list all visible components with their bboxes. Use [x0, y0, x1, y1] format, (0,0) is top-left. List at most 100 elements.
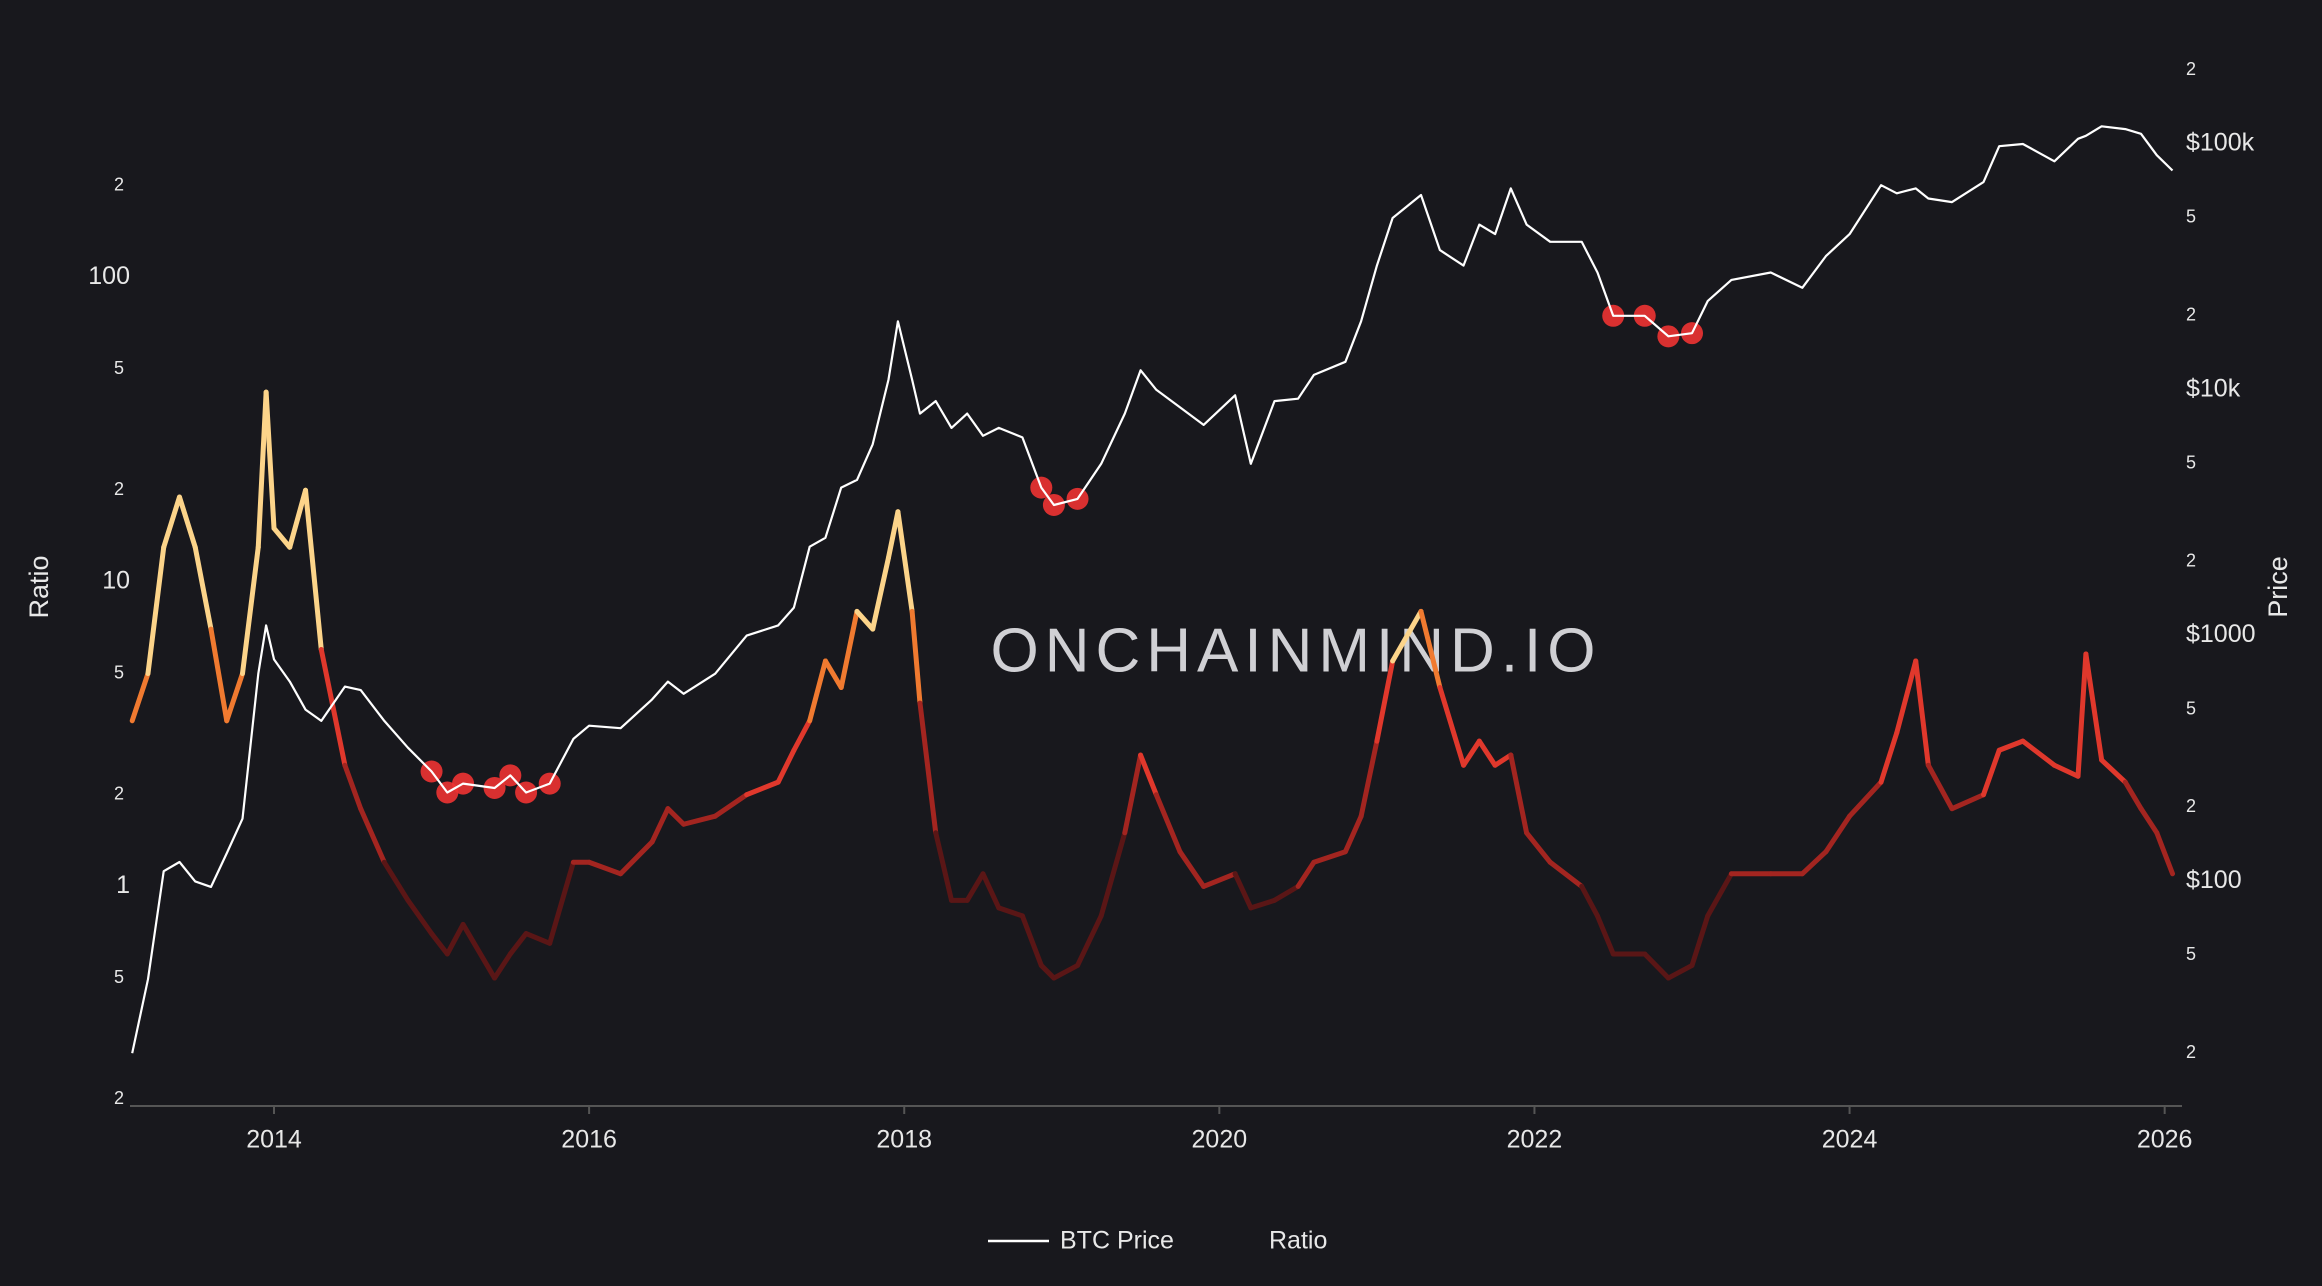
ratio-segment [239, 544, 261, 677]
ratio-segment [712, 792, 750, 819]
ratio-segment [381, 859, 411, 903]
y2-tick-label: 5 [2186, 453, 2196, 473]
y-tick-label: 5 [114, 662, 124, 682]
ratio-segment [208, 626, 230, 724]
ratio-segment [895, 509, 915, 614]
x-tick-label: 2016 [561, 1126, 617, 1154]
ratio-segment [791, 718, 813, 753]
y2-axis-title: Price [2263, 556, 2293, 618]
ratio-segment [547, 859, 576, 946]
ratio-segment [775, 747, 797, 785]
ratio-segment [1122, 752, 1144, 836]
y2-tick-label: 2 [2186, 550, 2196, 570]
ratio-segment [1138, 752, 1159, 798]
ratio-segment [429, 931, 450, 957]
ratio-segment [1390, 608, 1424, 664]
y2-tick-label: 5 [2186, 698, 2196, 718]
ratio-segment [1925, 762, 1955, 812]
ratio-segment [1508, 752, 1530, 836]
ratio-segment [1665, 962, 1695, 981]
ratio-segment [1461, 738, 1482, 768]
x-tick-label: 2022 [1507, 1126, 1563, 1154]
x-tick-label: 2018 [876, 1126, 932, 1154]
ratio-segment [492, 951, 513, 981]
legend-label: Ratio [1269, 1227, 1327, 1255]
ratio-segment [964, 871, 986, 903]
ratio-segment [1342, 813, 1364, 855]
ratio-segment [271, 525, 293, 550]
ratio-segment [917, 700, 939, 836]
ratio-segment [744, 779, 781, 798]
ratio-segment [2083, 651, 2105, 763]
ratio-segment [838, 608, 860, 691]
ratio-segment [586, 859, 624, 877]
ratio-segment [2122, 779, 2144, 812]
x-tick-label: 2014 [246, 1126, 302, 1154]
ratio-segment [1374, 658, 1396, 744]
ratio-segment [405, 897, 435, 937]
ratio-segment [444, 921, 466, 957]
ratio-segment [1153, 792, 1183, 855]
ratio-segment [1492, 752, 1514, 768]
ratio-segment [1524, 830, 1553, 865]
ratio-segment [1418, 608, 1443, 691]
ratio-segment [996, 905, 1025, 919]
y-tick-label: 1 [116, 871, 130, 899]
ratio-segment [649, 806, 671, 845]
y-tick-label: 5 [114, 358, 124, 378]
ratio-segment [145, 544, 167, 677]
y2-tick-label: 2 [2186, 796, 2196, 816]
ratio-segment [1098, 830, 1128, 919]
ratio-segment [1476, 738, 1498, 768]
ratio-segment [1980, 747, 2002, 798]
y2-tick-label: $100 [2186, 866, 2242, 894]
y-tick-label: 2 [114, 1088, 124, 1108]
ratio-segment [1232, 871, 1254, 911]
ratio-segment [1949, 792, 1986, 812]
ratio-segment [2154, 830, 2176, 877]
ratio-segment [1271, 883, 1301, 903]
ratio-segment [1311, 849, 1348, 865]
y2-tick-label: 5 [2186, 944, 2196, 964]
ratio-segment [1594, 913, 1616, 957]
ratio-segment [1799, 849, 1829, 877]
ratio-segment [1437, 685, 1467, 768]
ratio-segment [1642, 951, 1671, 981]
ratio-segment [1248, 897, 1277, 911]
y2-tick-label: 2 [2186, 305, 2196, 325]
x-tick-label: 2026 [2137, 1126, 2193, 1154]
ratio-segment [192, 544, 214, 632]
y-tick-label: 2 [114, 175, 124, 195]
y2-tick-label: 2 [2186, 59, 2196, 79]
ratio-segment [358, 806, 387, 865]
ratio-segment [1894, 658, 1919, 736]
ratio-segment [1201, 871, 1238, 889]
ratio-segment [807, 658, 828, 724]
ratio-segment [618, 839, 655, 877]
ratio-segment [1705, 871, 1734, 919]
x-tick-label: 2020 [1192, 1126, 1248, 1154]
ratio-segment [854, 608, 876, 632]
ratio-segment [909, 608, 923, 706]
ratio-segment [2099, 757, 2128, 785]
ratio-segment [1913, 658, 1931, 768]
y-tick-label: 2 [114, 783, 124, 803]
ratio-segment [980, 871, 1002, 911]
ratio-segment [460, 921, 498, 981]
ratio-segment [129, 671, 151, 724]
ratio-segment [255, 389, 269, 550]
x-tick-label: 2024 [1822, 1126, 1878, 1154]
y-tick-label: 10 [102, 567, 130, 595]
ratio-segment [303, 487, 324, 652]
ratio-segment [2051, 762, 2081, 779]
ratio-segment [176, 494, 198, 550]
ratio-segment [2020, 738, 2057, 768]
ratio-segment [1547, 859, 1585, 889]
y2-tick-label: $1000 [2186, 620, 2256, 648]
ratio-segment [1878, 730, 1900, 785]
y-tick-label: 2 [114, 479, 124, 499]
ratio-segment [1051, 962, 1081, 981]
ratio-segment [1847, 779, 1884, 819]
